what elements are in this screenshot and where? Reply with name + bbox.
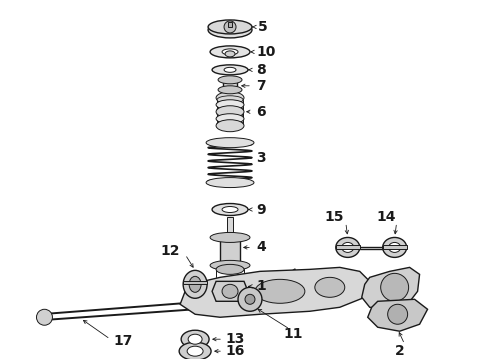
Polygon shape — [362, 267, 419, 309]
Bar — [336, 246, 360, 249]
Bar — [220, 238, 240, 265]
Ellipse shape — [224, 67, 236, 72]
Text: 14: 14 — [377, 211, 396, 225]
Ellipse shape — [206, 138, 254, 148]
Ellipse shape — [225, 51, 235, 57]
Ellipse shape — [217, 120, 243, 128]
Text: 1: 1 — [256, 279, 266, 293]
Ellipse shape — [315, 277, 345, 297]
Ellipse shape — [217, 100, 243, 109]
Ellipse shape — [218, 86, 242, 94]
Ellipse shape — [210, 260, 250, 270]
Bar — [228, 22, 232, 27]
Ellipse shape — [222, 49, 238, 55]
Ellipse shape — [189, 276, 201, 292]
Ellipse shape — [217, 110, 243, 118]
Ellipse shape — [383, 238, 407, 257]
Text: 16: 16 — [225, 344, 245, 358]
Ellipse shape — [210, 46, 250, 58]
Text: 10: 10 — [256, 45, 275, 59]
Polygon shape — [180, 267, 370, 317]
Ellipse shape — [181, 330, 209, 348]
Ellipse shape — [208, 22, 252, 38]
Bar — [383, 246, 407, 249]
Ellipse shape — [255, 279, 305, 303]
Ellipse shape — [210, 233, 250, 242]
Ellipse shape — [224, 21, 236, 33]
Ellipse shape — [389, 242, 401, 252]
Ellipse shape — [222, 207, 238, 212]
Ellipse shape — [216, 120, 244, 132]
Ellipse shape — [216, 106, 244, 118]
Text: 8: 8 — [256, 63, 266, 77]
Text: 13: 13 — [225, 332, 245, 346]
Ellipse shape — [183, 270, 207, 298]
Text: 17: 17 — [113, 334, 133, 348]
Ellipse shape — [179, 342, 211, 360]
Text: 15: 15 — [324, 211, 343, 225]
Ellipse shape — [208, 20, 252, 34]
Bar — [227, 217, 233, 238]
Ellipse shape — [212, 203, 248, 216]
Bar — [183, 282, 207, 284]
Ellipse shape — [216, 264, 244, 274]
Bar — [223, 80, 237, 90]
Ellipse shape — [216, 100, 244, 110]
Text: 4: 4 — [256, 240, 266, 255]
Text: 5: 5 — [258, 20, 268, 34]
Text: 7: 7 — [256, 79, 266, 93]
Ellipse shape — [238, 287, 262, 311]
Ellipse shape — [216, 92, 244, 104]
Ellipse shape — [216, 114, 244, 124]
Bar — [216, 98, 244, 126]
Ellipse shape — [245, 294, 255, 304]
Ellipse shape — [212, 65, 248, 75]
Ellipse shape — [187, 346, 203, 356]
Text: 12: 12 — [160, 244, 180, 258]
Ellipse shape — [388, 304, 408, 324]
Polygon shape — [212, 282, 248, 301]
Ellipse shape — [381, 273, 409, 301]
Ellipse shape — [217, 115, 243, 123]
Text: 6: 6 — [256, 105, 266, 119]
Text: 11: 11 — [283, 327, 303, 341]
Ellipse shape — [206, 177, 254, 188]
Ellipse shape — [222, 284, 238, 298]
Ellipse shape — [217, 96, 243, 104]
Polygon shape — [368, 299, 428, 331]
Text: 2: 2 — [395, 344, 405, 358]
Ellipse shape — [336, 238, 360, 257]
Ellipse shape — [36, 309, 52, 325]
Text: 3: 3 — [256, 150, 266, 165]
Ellipse shape — [217, 105, 243, 113]
Ellipse shape — [218, 76, 242, 84]
Ellipse shape — [342, 242, 354, 252]
Text: 9: 9 — [256, 203, 266, 216]
Ellipse shape — [188, 334, 202, 344]
